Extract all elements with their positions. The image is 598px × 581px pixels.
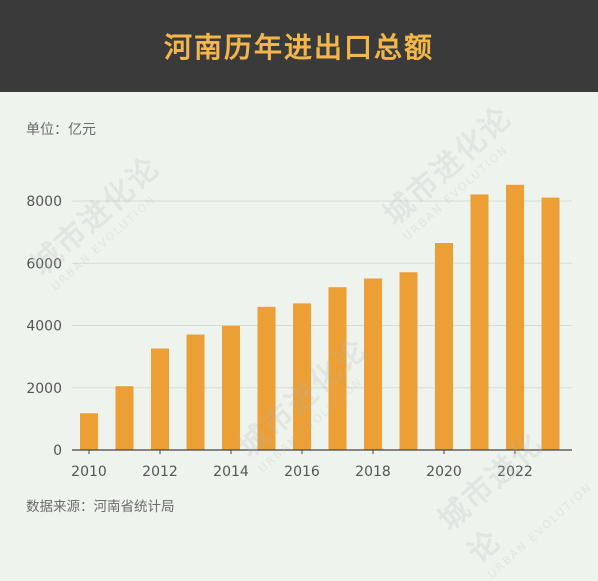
bar-2012 xyxy=(151,348,169,450)
bar-2023 xyxy=(541,197,560,450)
chart-title: 河南历年进出口总额 xyxy=(163,31,434,64)
bar-2019 xyxy=(399,272,418,450)
x-tick-label: 2012 xyxy=(142,464,178,480)
y-tick-label: 4000 xyxy=(26,319,62,335)
bar-chart: 0 2000 4000 6000 8000 2010 2012 2014 2016 2018 202… xyxy=(26,184,572,480)
chart-header: 河南历年进出口总额 xyxy=(0,0,598,92)
data-source-label: 数据来源：河南省统计局 xyxy=(26,499,175,515)
x-tick-label: 2020 xyxy=(426,464,462,480)
y-tick-label: 2000 xyxy=(26,381,62,397)
bar-2011 xyxy=(115,386,134,450)
x-tick-label: 2022 xyxy=(497,464,533,480)
bar-2014 xyxy=(222,325,240,450)
y-tick-label: 6000 xyxy=(26,256,62,272)
bar-2013 xyxy=(186,334,205,450)
bar-2018 xyxy=(364,278,382,450)
unit-label: 单位：亿元 xyxy=(26,122,96,138)
bar-2022 xyxy=(506,184,524,450)
bar-2021 xyxy=(470,194,489,450)
bar-2010 xyxy=(80,413,98,450)
bar-2016 xyxy=(293,303,311,450)
x-tick-label: 2018 xyxy=(355,464,391,480)
x-tick-label: 2010 xyxy=(71,464,107,480)
y-tick-label: 0 xyxy=(53,443,62,459)
bar-2020 xyxy=(435,243,453,450)
bar-2015 xyxy=(257,306,276,450)
bar-2017 xyxy=(328,287,347,450)
y-tick-label: 8000 xyxy=(26,194,62,210)
x-tick-label: 2016 xyxy=(284,464,320,480)
x-tick-label: 2014 xyxy=(213,464,249,480)
